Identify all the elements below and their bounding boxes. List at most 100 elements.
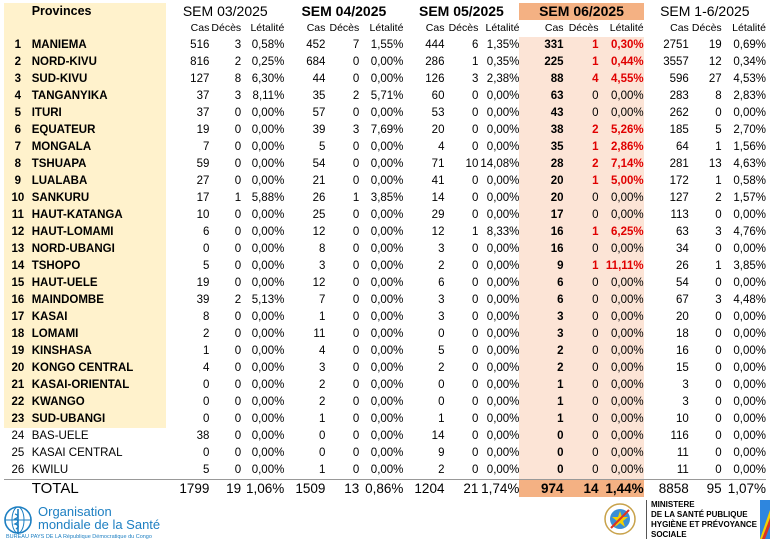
sem05-deces-cell: 1	[471, 56, 479, 68]
sem04-cas-cell: 57	[312, 107, 326, 119]
sem03-letalite-cell: 0,25%	[251, 56, 285, 68]
sem03-cas-cell: 8	[202, 311, 210, 323]
cumulative-deces-cell: 3	[715, 294, 722, 306]
cumulative-deces-cell: 2	[715, 192, 722, 204]
sem06-letalite-cell: 4,55%	[598, 71, 644, 88]
sem05-letalite-cell: 0,00%	[486, 90, 520, 102]
sem05-letalite-cell: 0,00%	[486, 413, 520, 425]
sem05-cas-cell: 3	[438, 311, 445, 323]
sem03-deces-cell: 0	[234, 226, 242, 238]
sem05-cas-cell: 71	[431, 158, 445, 170]
sem05-letalite-cell: 0,00%	[486, 277, 520, 289]
cumulative-deces-cell: 0	[715, 209, 722, 221]
table-row: 24 BAS-UELE 38 0 0,00% 0 0 0,00% 14 0 0,00% 0 0 0,00%…	[4, 428, 766, 445]
sem03-cas-cell: 816	[190, 56, 210, 68]
sem03-deces-cell: 1	[234, 192, 242, 204]
provinces-header: Provinces	[31, 3, 167, 20]
table-row: 26 KWILU 5 0 0,00% 1 0 0,00% 2 0 0,00% 0 0 0,00% 11 0 0,…	[4, 462, 766, 480]
sem06-deces-cell: 0	[563, 105, 599, 122]
sem05-letalite-cell: 0,00%	[486, 243, 520, 255]
sub-header-letalite: Létalité	[250, 22, 285, 34]
cumulative-deces-cell: 0	[715, 362, 722, 374]
sem06-deces-cell: 2	[563, 122, 599, 139]
province-name: KASAI CENTRAL	[31, 447, 123, 459]
sem05-deces-cell: 0	[471, 311, 479, 323]
sem06-cas-cell: 9	[519, 258, 564, 275]
sem06-cas-cell: 1	[519, 411, 564, 428]
cumulative-cas-cell: 67	[676, 294, 689, 306]
cumulative-deces-cell: 0	[715, 243, 722, 255]
sem05-cas-cell: 29	[431, 209, 445, 221]
sem05-cas-cell: 53	[431, 107, 445, 119]
cumulative-deces-cell: 1	[715, 141, 722, 153]
cumulative-cas-cell: 3	[682, 396, 689, 408]
week-header-sem04: SEM 04/2025	[301, 3, 387, 19]
sem05-cas-cell: 14	[431, 430, 445, 442]
cumulative-cas-cell: 2751	[663, 39, 689, 51]
table-row: 13 NORD-UBANGI 0 0 0,00% 8 0 0,00% 3 0 0,00% 16 0 0,0…	[4, 241, 766, 258]
sem03-letalite-cell: 5,88%	[251, 192, 285, 204]
total-cas: 1509	[284, 479, 326, 497]
sem05-letalite-cell: 8,33%	[486, 226, 520, 238]
sem06-letalite-cell: 0,00%	[598, 360, 644, 377]
sem05-deces-cell: 0	[471, 396, 479, 408]
sem04-letalite-cell: 0,00%	[370, 447, 404, 459]
sem03-letalite-cell: 0,00%	[251, 430, 285, 442]
sem06-deces-cell: 0	[563, 343, 599, 360]
sem03-deces-cell: 0	[234, 277, 242, 289]
sem03-deces-cell: 0	[234, 396, 242, 408]
sem04-letalite-cell: 0,00%	[370, 379, 404, 391]
sem05-cas-cell: 3	[438, 294, 445, 306]
sem03-letalite-cell: 0,00%	[251, 328, 285, 340]
ministry-name: MINISTERE DE LA SANTÉ PUBLIQUE HYGIÈNE E…	[651, 500, 757, 540]
cumulative-letalite-cell: 4,76%	[733, 226, 766, 238]
table-row: 8 TSHUAPA 59 0 0,00% 54 0 0,00% 71 10 14,08% 28 2 7,1…	[4, 156, 766, 173]
sem05-letalite-cell: 2,38%	[486, 73, 520, 85]
total-cas: 8858	[643, 479, 689, 497]
cumulative-deces-cell: 0	[715, 328, 722, 340]
sem05-cas-cell: 4	[438, 141, 445, 153]
sem05-deces-cell: 0	[471, 90, 479, 102]
sem03-deces-cell: 0	[234, 124, 242, 136]
sem04-letalite-cell: 0,00%	[370, 73, 404, 85]
sem05-deces-cell: 0	[471, 447, 479, 459]
sem04-cas-cell: 39	[312, 124, 326, 136]
sem05-cas-cell: 1	[438, 413, 445, 425]
sem04-deces-cell: 0	[352, 226, 360, 238]
province-name: KWILU	[31, 464, 69, 476]
total-deces: 21	[444, 479, 479, 497]
sem04-letalite-cell: 0,00%	[370, 107, 404, 119]
cumulative-deces-cell: 0	[715, 345, 722, 357]
sem04-letalite-cell: 0,00%	[370, 243, 404, 255]
sem03-cas-cell: 0	[202, 396, 210, 408]
sem06-letalite-cell: 0,30%	[598, 37, 644, 54]
sem04-cas-cell: 4	[318, 345, 326, 357]
sem03-cas-cell: 0	[202, 379, 210, 391]
sem05-letalite-cell: 0,00%	[486, 141, 520, 153]
cumulative-cas-cell: 262	[669, 107, 689, 119]
sem03-deces-cell: 0	[234, 413, 242, 425]
sem06-cas-cell: 3	[519, 309, 564, 326]
sem04-cas-cell: 684	[306, 56, 326, 68]
row-rank: 14	[4, 258, 32, 275]
sem06-deces-cell: 0	[563, 241, 599, 258]
sem04-cas-cell: 26	[312, 192, 326, 204]
sem03-deces-cell: 0	[234, 175, 242, 187]
sem05-deces-cell: 0	[471, 413, 479, 425]
sem05-letalite-cell: 0,00%	[486, 396, 520, 408]
sem03-deces-cell: 0	[234, 260, 242, 272]
sem06-deces-cell: 1	[563, 258, 599, 275]
province-name: NORD-UBANGI	[31, 241, 167, 258]
sem04-cas-cell: 1	[318, 311, 326, 323]
who-emblem-icon	[4, 506, 32, 534]
sem06-deces-cell: 1	[563, 173, 599, 190]
sem06-cas-cell: 20	[519, 173, 564, 190]
sem03-cas-cell: 2	[202, 328, 210, 340]
table-row: 14 TSHOPO 5 0 0,00% 3 0 0,00% 2 0 0,00% 9 1 11,11% 26 1…	[4, 258, 766, 275]
cumulative-cas-cell: 596	[669, 73, 689, 85]
sem05-letalite-cell: 0,00%	[486, 260, 520, 272]
cumulative-letalite-cell: 0,00%	[733, 277, 766, 289]
sem06-cas-cell: 0	[519, 445, 564, 462]
cumulative-deces-cell: 13	[708, 158, 722, 170]
table-row: 19 KINSHASA 1 0 0,00% 4 0 0,00% 5 0 0,00% 2 0 0,00% 16…	[4, 343, 766, 360]
